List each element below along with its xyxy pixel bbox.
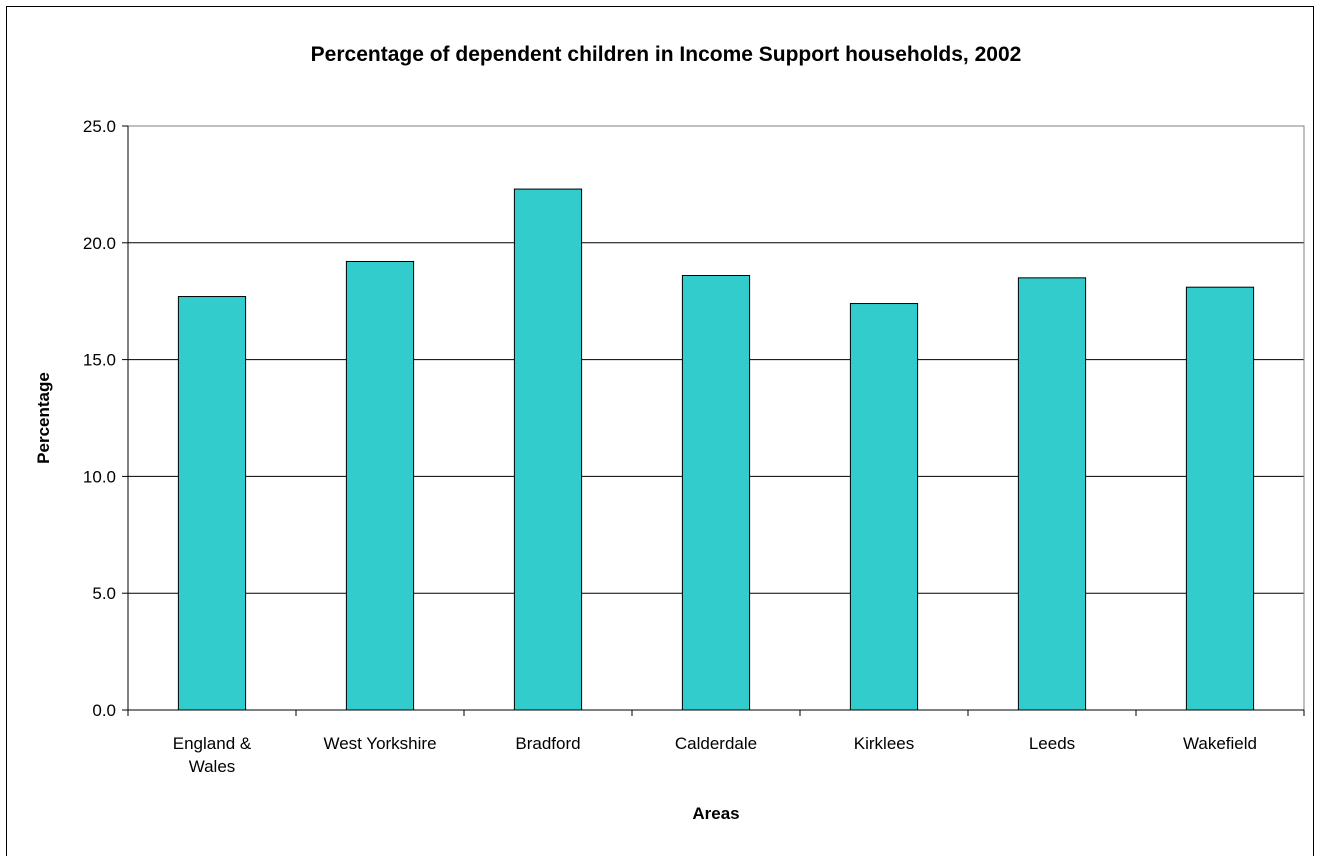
x-category-label: Wakefield bbox=[1183, 734, 1257, 753]
x-category-label: England & Wales bbox=[173, 734, 252, 776]
x-axis-title: Areas bbox=[692, 804, 739, 823]
x-axis-ticks: England & Wales West Yorkshire Bradford Cald… bbox=[127, 709, 1305, 776]
y-tick-label: 10.0 bbox=[83, 467, 116, 486]
chart-frame bbox=[6, 6, 1314, 856]
x-category-label: West Yorkshire bbox=[323, 734, 436, 753]
y-tick-label: 20.0 bbox=[83, 234, 116, 253]
chart-title: Percentage of dependent children in Inco… bbox=[311, 43, 1022, 66]
bar bbox=[681, 275, 751, 711]
bar bbox=[345, 260, 415, 711]
bar bbox=[1185, 286, 1255, 711]
y-tick-label: 15.0 bbox=[83, 351, 116, 370]
y-tick-label: 0.0 bbox=[92, 701, 116, 720]
y-tick-label: 5.0 bbox=[92, 584, 116, 603]
bar bbox=[177, 296, 247, 711]
x-category-label: Bradford bbox=[515, 734, 580, 753]
y-tick-label: 25.0 bbox=[83, 117, 116, 136]
x-category-label: Kirklees bbox=[854, 734, 914, 753]
x-category-label: Calderdale bbox=[675, 734, 757, 753]
bar bbox=[849, 303, 919, 711]
x-category-label: Leeds bbox=[1029, 734, 1075, 753]
y-axis-title: Percentage bbox=[34, 372, 53, 464]
bars bbox=[177, 188, 1255, 711]
bar bbox=[1017, 277, 1087, 711]
y-axis-ticks: 0.0 5.0 10.0 15.0 20.0 25.0 bbox=[83, 117, 129, 720]
bar bbox=[513, 188, 583, 711]
